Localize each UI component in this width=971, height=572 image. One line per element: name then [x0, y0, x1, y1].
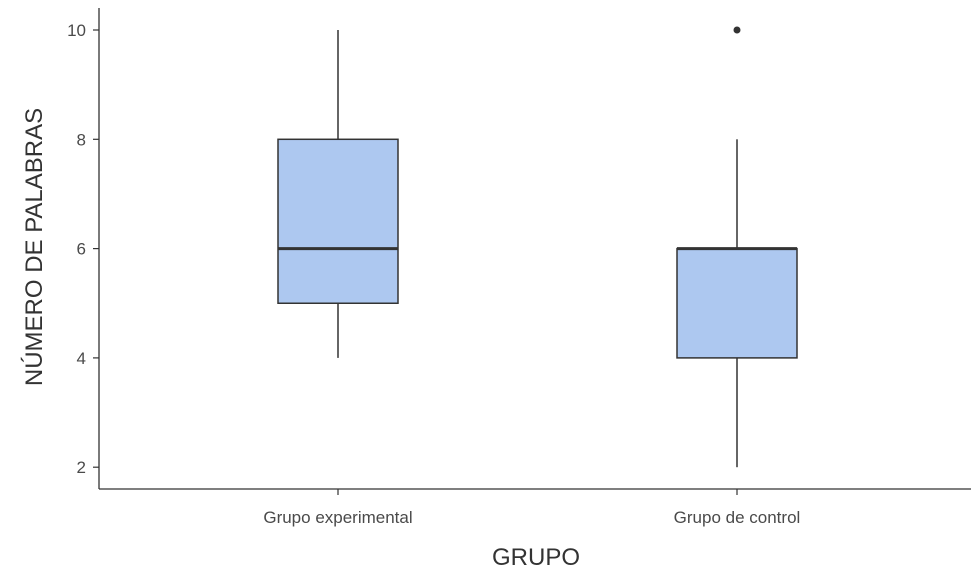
axes — [98, 8, 971, 490]
y-tick-label: 4 — [77, 349, 86, 368]
boxes — [277, 26, 798, 468]
x-axis-title: GRUPO — [492, 544, 580, 571]
box — [676, 247, 798, 359]
y-ticks: 2 4 6 8 10 — [67, 21, 99, 477]
box — [277, 138, 399, 304]
box-group — [277, 30, 399, 358]
y-tick-label: 6 — [77, 240, 86, 259]
box-group — [676, 26, 798, 468]
x-tick-label: Grupo de control — [674, 508, 801, 527]
y-axis-title: NÚMERO DE PALABRAS — [21, 108, 48, 386]
y-tick-label: 10 — [67, 21, 86, 40]
y-tick-label: 8 — [77, 130, 86, 149]
x-ticks: Grupo experimental Grupo de control — [263, 489, 800, 527]
y-tick-label: 2 — [77, 458, 86, 477]
x-tick-label: Grupo experimental — [263, 508, 412, 527]
outlier-point — [733, 26, 741, 34]
